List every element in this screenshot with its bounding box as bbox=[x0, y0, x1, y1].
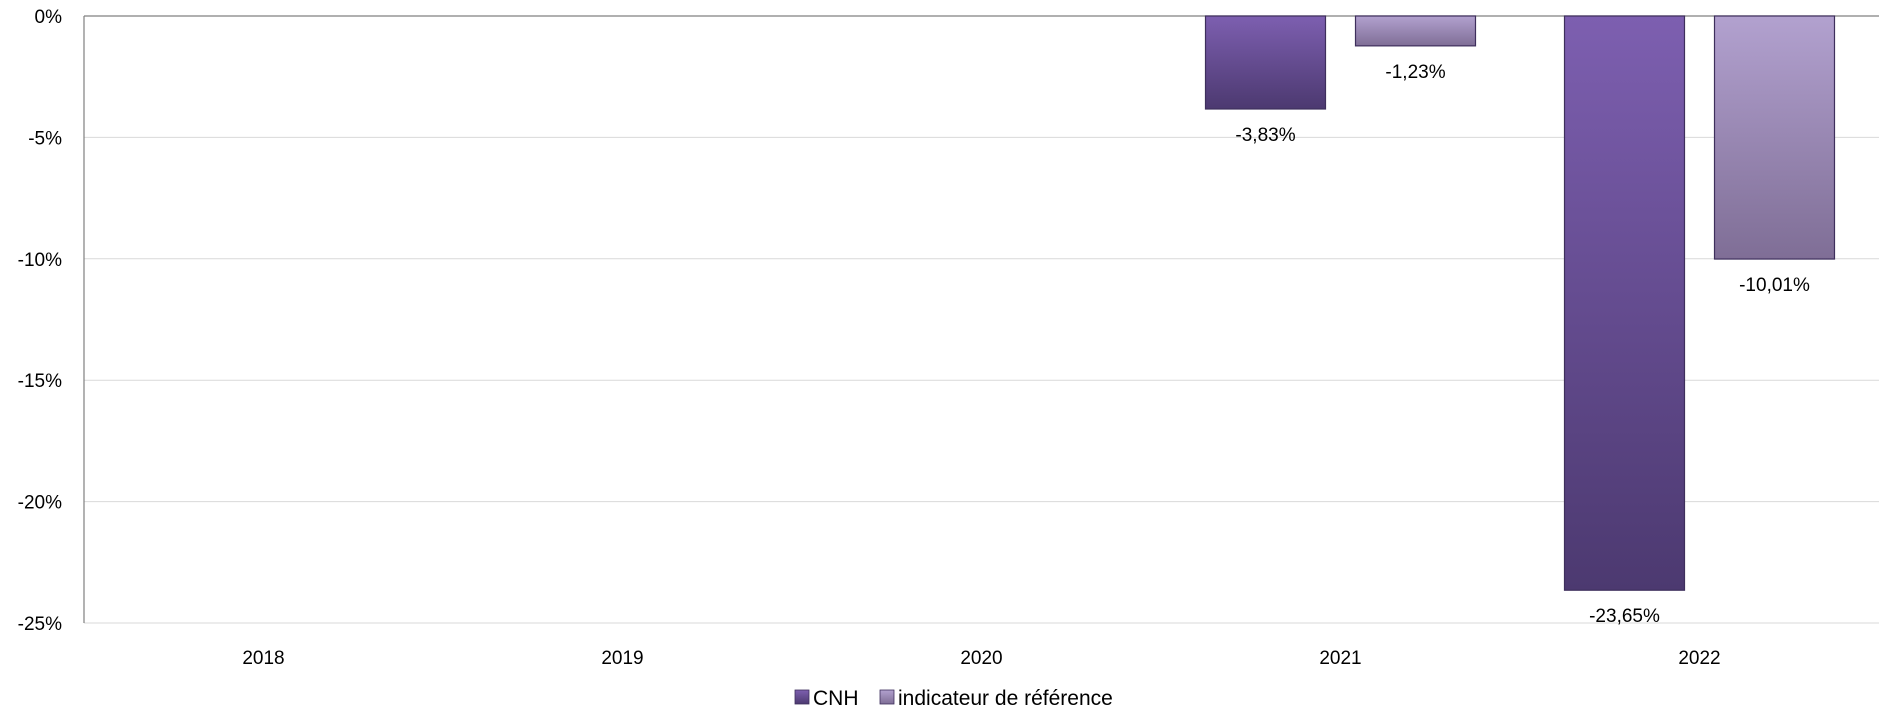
y-tick-label: 0% bbox=[35, 7, 63, 28]
data-label: -23,65% bbox=[1589, 606, 1660, 627]
data-label: -3,83% bbox=[1235, 125, 1295, 146]
bars bbox=[1204, 15, 1836, 591]
data-label: -1,23% bbox=[1385, 62, 1445, 83]
y-tick-label: -5% bbox=[28, 128, 62, 149]
legend: CNH indicateur de référence bbox=[794, 687, 1113, 710]
y-tick-label: -10% bbox=[18, 250, 62, 271]
x-tick-label: 2019 bbox=[601, 648, 643, 669]
y-tick-label: -15% bbox=[18, 371, 62, 392]
data-labels: -3,83% -1,23% -23,65% -10,01% bbox=[1235, 62, 1810, 627]
legend-swatch bbox=[794, 689, 810, 705]
bar bbox=[1563, 15, 1686, 591]
legend-label: CNH bbox=[813, 687, 859, 710]
axes: 0% -5% -10% -15% -20% -25% 2018 2019 2020 2021 202… bbox=[18, 7, 1879, 669]
y-tick-label: -20% bbox=[18, 493, 62, 514]
bar bbox=[1713, 15, 1836, 260]
legend-swatch bbox=[879, 689, 895, 705]
x-tick-label: 2022 bbox=[1678, 648, 1720, 669]
x-tick-label: 2021 bbox=[1319, 648, 1361, 669]
y-tick-label: -25% bbox=[18, 614, 62, 635]
bar bbox=[1354, 15, 1477, 47]
x-tick-label: 2018 bbox=[242, 648, 284, 669]
x-tick-label: 2020 bbox=[960, 648, 1002, 669]
legend-label: indicateur de référence bbox=[898, 687, 1113, 710]
data-label: -10,01% bbox=[1739, 275, 1810, 296]
bar bbox=[1204, 15, 1327, 110]
